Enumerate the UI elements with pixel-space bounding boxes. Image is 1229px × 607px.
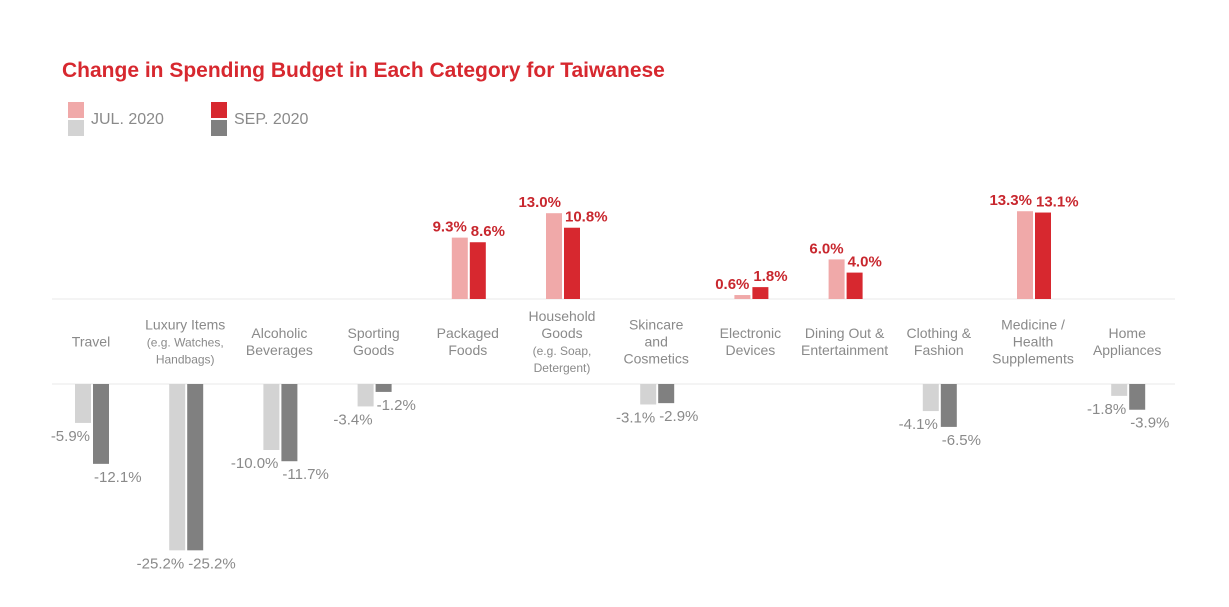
category-label-clothing-fashion: Clothing &	[907, 325, 972, 341]
bar-sep-alcoholic-beverages	[281, 384, 298, 462]
bar-jul-clothing-fashion	[922, 384, 939, 412]
chart-title: Change in Spending Budget in Each Catego…	[62, 59, 665, 82]
category-label-clothing-fashion: Fashion	[914, 342, 964, 358]
bar-jul-home-appliances	[1111, 384, 1128, 396]
category-label-skincare-and-cosmetics: Cosmetics	[624, 351, 689, 367]
value-label-sep-clothing-fashion: -6.5%	[942, 432, 981, 449]
value-label-jul-alcoholic-beverages: -10.0%	[231, 455, 279, 472]
category-label-luxury-items-e-g-watches-handbags: Luxury Items	[145, 317, 225, 333]
legend-swatch-sep-negative	[211, 120, 227, 136]
value-label-sep-home-appliances: -3.9%	[1130, 415, 1169, 432]
category-label-medicine-health-supplements: Health	[1013, 334, 1053, 350]
bar-sep-electronic-devices	[752, 287, 769, 299]
value-label-jul-household-goods-e-g-soap-detergent: 13.0%	[518, 194, 561, 211]
bar-jul-electronic-devices	[734, 295, 751, 299]
legend-swatch-jul-positive	[68, 102, 84, 118]
bar-sep-packaged-foods	[469, 242, 486, 299]
value-label-jul-medicine-health-supplements: 13.3%	[989, 192, 1032, 209]
category-label-sporting-goods: Sporting	[348, 325, 400, 341]
bar-jul-household-goods-e-g-soap-detergent	[546, 213, 562, 299]
value-label-sep-electronic-devices: 1.8%	[753, 268, 787, 285]
value-label-sep-sporting-goods: -1.2%	[377, 397, 416, 414]
bar-sep-home-appliances	[1129, 384, 1146, 410]
legend-swatch-sep-positive	[211, 102, 227, 118]
value-label-jul-dining-out-entertainment: 6.0%	[809, 240, 843, 257]
category-label-alcoholic-beverages: Beverages	[246, 342, 313, 358]
category-label-dining-out-entertainment: Entertainment	[801, 342, 888, 358]
value-label-jul-electronic-devices: 0.6%	[715, 276, 749, 293]
bar-jul-alcoholic-beverages	[263, 384, 280, 450]
legend-swatch-jul-negative	[68, 120, 84, 136]
category-label-packaged-foods: Packaged	[437, 325, 499, 341]
legend-label-jul-2020: JUL. 2020	[91, 111, 164, 128]
category-label-packaged-foods: Foods	[448, 342, 487, 358]
category-label-luxury-items-e-g-watches-handbags: (e.g. Watches,	[147, 336, 224, 350]
category-label-sporting-goods: Goods	[353, 342, 394, 358]
bar-jul-travel	[75, 384, 91, 423]
bar-jul-packaged-foods	[451, 237, 468, 299]
value-label-jul-skincare-and-cosmetics: -3.1%	[616, 409, 655, 426]
bar-jul-medicine-health-supplements	[1017, 211, 1033, 299]
value-label-jul-clothing-fashion: -4.1%	[899, 416, 938, 433]
value-label-jul-packaged-foods: 9.3%	[433, 219, 467, 236]
category-label-skincare-and-cosmetics: Skincare	[629, 317, 684, 333]
category-label-medicine-health-supplements: Supplements	[992, 351, 1074, 367]
value-label-sep-household-goods-e-g-soap-detergent: 10.8%	[565, 209, 608, 226]
bar-jul-dining-out-entertainment	[828, 259, 845, 299]
value-label-jul-travel: -5.9%	[51, 428, 90, 445]
category-label-medicine-health-supplements: Medicine /	[1001, 317, 1065, 333]
category-label-luxury-items-e-g-watches-handbags: Handbags)	[156, 353, 215, 367]
value-label-sep-dining-out-entertainment: 4.0%	[848, 254, 882, 271]
category-label-household-goods-e-g-soap-detergent: Goods	[541, 325, 582, 341]
category-label-home-appliances: Home	[1109, 325, 1147, 341]
bar-sep-travel	[93, 384, 109, 464]
category-label-skincare-and-cosmetics: and	[645, 334, 668, 350]
value-label-sep-packaged-foods: 8.6%	[471, 223, 505, 240]
bar-jul-skincare-and-cosmetics	[640, 384, 657, 405]
value-label-jul-luxury-items-e-g-watches-handbags: -25.2%	[137, 555, 185, 572]
bar-jul-luxury-items-e-g-watches-handbags	[169, 384, 186, 551]
value-label-sep-medicine-health-supplements: 13.1%	[1036, 194, 1079, 211]
value-label-sep-luxury-items-e-g-watches-handbags: -25.2%	[188, 555, 236, 572]
value-label-sep-skincare-and-cosmetics: -2.9%	[659, 408, 698, 425]
category-label-dining-out-entertainment: Dining Out &	[805, 325, 885, 341]
bar-sep-medicine-health-supplements	[1035, 212, 1051, 299]
category-label-household-goods-e-g-soap-detergent: Detergent)	[534, 361, 591, 375]
bar-sep-household-goods-e-g-soap-detergent	[564, 227, 580, 299]
category-label-home-appliances: Appliances	[1093, 342, 1162, 358]
category-label-alcoholic-beverages: Alcoholic	[251, 325, 307, 341]
legend-label-sep-2020: SEP. 2020	[234, 111, 309, 128]
bar-sep-skincare-and-cosmetics	[658, 384, 675, 404]
bar-sep-sporting-goods	[375, 384, 392, 392]
category-label-household-goods-e-g-soap-detergent: Household	[529, 308, 596, 324]
bar-jul-sporting-goods	[357, 384, 374, 407]
value-label-jul-home-appliances: -1.8%	[1087, 401, 1126, 418]
value-label-jul-sporting-goods: -3.4%	[333, 411, 372, 428]
category-label-travel: Travel	[72, 334, 110, 350]
value-label-sep-travel: -12.1%	[94, 469, 142, 486]
bar-sep-dining-out-entertainment	[846, 272, 863, 299]
value-label-sep-alcoholic-beverages: -11.7%	[282, 466, 328, 483]
bar-sep-luxury-items-e-g-watches-handbags	[187, 384, 204, 551]
category-label-electronic-devices: Electronic	[720, 325, 781, 341]
category-label-household-goods-e-g-soap-detergent: (e.g. Soap,	[533, 344, 592, 358]
category-label-electronic-devices: Devices	[726, 342, 776, 358]
bar-sep-clothing-fashion	[940, 384, 957, 427]
